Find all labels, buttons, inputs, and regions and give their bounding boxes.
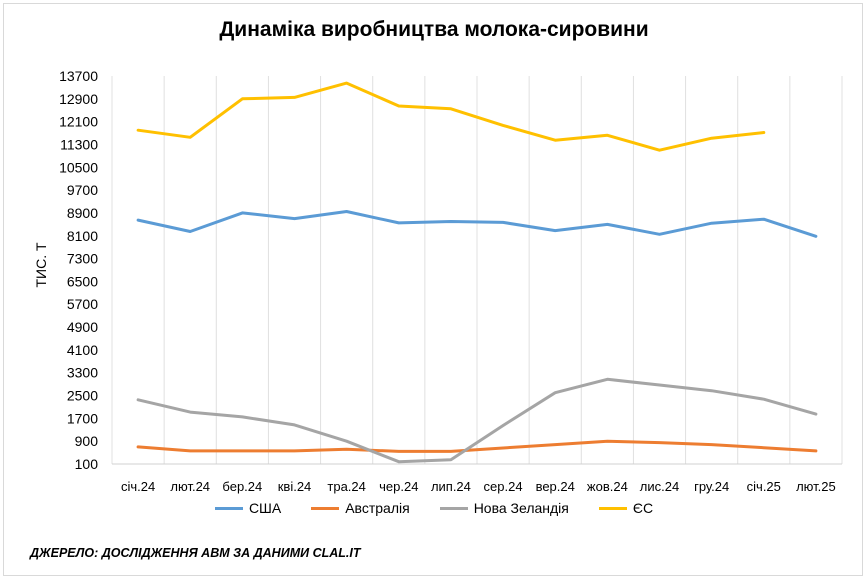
legend-label: Нова Зеландія <box>473 500 569 516</box>
legend-item: ЄС <box>598 500 654 516</box>
x-tick-label: чер.24 <box>379 479 418 494</box>
x-tick-label: жов.24 <box>587 479 628 494</box>
legend-swatch <box>311 506 340 510</box>
y-tick-label: 12900 <box>59 91 98 107</box>
x-axis-ticks: січ.24 лют.24 бер.24 кві.24 тра.24 чер.24 лип.… <box>121 479 836 494</box>
source-note: ДЖЕРЕЛО: ДОСЛІДЖЕННЯ АВМ ЗА ДАНИМИ CLAL.… <box>30 546 361 560</box>
legend-swatch <box>439 506 468 510</box>
legend-swatch <box>598 506 627 510</box>
y-tick-label: 5700 <box>67 296 98 312</box>
series-line <box>136 377 818 464</box>
legend-item: США <box>214 500 282 516</box>
x-tick-label: бер.24 <box>222 479 262 494</box>
x-tick-label: гру.24 <box>694 479 729 494</box>
x-tick-label: січ.25 <box>747 479 781 494</box>
y-tick-label: 2500 <box>67 388 98 404</box>
x-tick-label: лют.25 <box>796 479 836 494</box>
y-tick-label: 3300 <box>67 365 98 381</box>
y-tick-label: 1700 <box>67 410 98 426</box>
x-tick-label: сер.24 <box>484 479 523 494</box>
x-tick-label: вер.24 <box>536 479 575 494</box>
y-tick-label: 10500 <box>59 159 98 175</box>
y-tick-label: 900 <box>75 433 99 449</box>
x-tick-label: лют.24 <box>170 479 210 494</box>
x-tick-label: кві.24 <box>278 479 312 494</box>
y-axis-ticks: 100 900 1700 2500 3300 4100 4900 5700 6500 7300 81… <box>59 68 98 472</box>
y-tick-label: 13700 <box>59 68 98 84</box>
legend-label: ЄС <box>632 500 654 516</box>
legend-item: Нова Зеландія <box>439 500 569 516</box>
y-tick-label: 9700 <box>67 182 98 198</box>
x-tick-label: тра.24 <box>327 479 366 494</box>
y-tick-label: 11300 <box>60 136 98 152</box>
y-tick-label: 4900 <box>67 319 98 335</box>
series-line <box>136 81 766 152</box>
y-tick-label: 8100 <box>67 228 98 244</box>
chart-title: Динаміка виробництва молока-сировини <box>219 18 649 41</box>
legend: США Австралія Нова Зеландія ЄС <box>0 500 868 516</box>
series-line <box>136 210 818 238</box>
grid-lines <box>111 76 843 465</box>
y-tick-label: 8900 <box>67 205 98 221</box>
y-tick-label: 100 <box>75 456 99 472</box>
x-tick-label: січ.24 <box>121 479 155 494</box>
x-tick-label: лис.24 <box>640 479 679 494</box>
y-axis-label: ТИС. Т <box>33 242 49 288</box>
legend-label: США <box>248 500 282 516</box>
y-tick-label: 12100 <box>59 114 98 130</box>
legend-item: Австралія <box>311 500 410 516</box>
series-line <box>136 439 818 453</box>
x-tick-label: лип.24 <box>431 479 471 494</box>
y-tick-label: 4100 <box>67 342 98 358</box>
chart-frame <box>3 3 863 576</box>
y-tick-label: 7300 <box>67 251 98 267</box>
y-tick-label: 6500 <box>67 273 98 289</box>
series-lines <box>136 81 818 464</box>
legend-swatch <box>214 506 243 510</box>
legend-label: Австралія <box>345 500 410 516</box>
